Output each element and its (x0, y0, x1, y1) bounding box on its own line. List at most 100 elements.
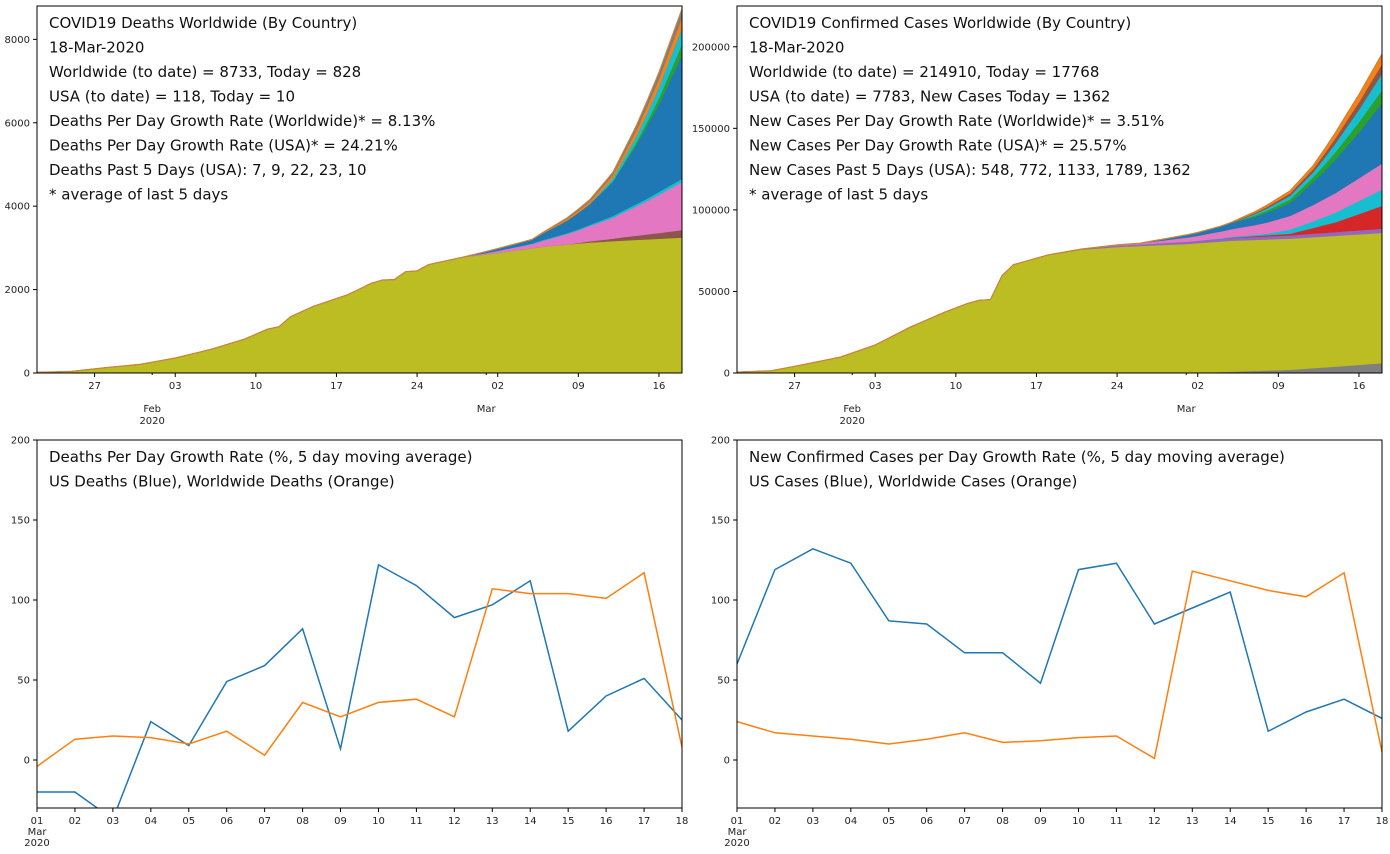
cases-growth-x-tick-label: 05 (882, 816, 895, 827)
cases-y-tick-label: 200000 (692, 42, 730, 53)
deaths-growth-x-sub-label: Mar (28, 827, 48, 838)
deaths-growth-y-tick-label: 100 (11, 596, 30, 607)
deaths-growth-x-tick-label: 13 (486, 816, 499, 827)
cases-x-tick-label: 16 (1353, 381, 1366, 392)
deaths-growth-x-tick-label: 06 (220, 816, 233, 827)
cases-x-month-label: Mar (1177, 404, 1197, 415)
deaths-growth-y-tick-label: 50 (17, 676, 30, 687)
chart_data-1-annotation-line-4: New Cases Per Day Growth Rate (Worldwide… (749, 112, 1164, 130)
cases-growth-x-tick-label: 18 (1376, 816, 1389, 827)
deaths-growth-x-tick-label: 15 (562, 816, 575, 827)
cases-y-tick-label: 100000 (692, 205, 730, 216)
cases-growth-x-tick-label: 04 (844, 816, 857, 827)
cases-growth-x-tick-label: 14 (1224, 816, 1237, 827)
deaths-stacked-area-chart: 0 2000 4000 6000 8000 27 03 10 17 24 02 09 16 Feb2020… (5, 5, 683, 427)
deaths-growth-x-tick-label: 09 (334, 816, 347, 827)
deaths-y-tick-label: 4000 (5, 202, 30, 213)
deaths-area-top-edge (36, 8, 683, 373)
deaths-growth-x-tick-label: 07 (258, 816, 271, 827)
cases-x-tick-label: 17 (1030, 381, 1043, 392)
deaths-x-year-label: 2020 (139, 416, 164, 427)
cases-growth-line-series-0 (737, 547, 1382, 733)
cases-growth-x-tick-label: 15 (1262, 816, 1275, 827)
deaths-growth-x-tick-label: 18 (676, 816, 689, 827)
chart_data-0-annotation-line-2: Worldwide (to date) = 8733, Today = 828 (49, 63, 361, 81)
cases-frame (736, 5, 1383, 374)
deaths-growth-x-tick-label: 04 (144, 816, 157, 827)
cases-growth-line-series-1 (737, 570, 1382, 760)
deaths-growth-x-sub-label: 2020 (24, 838, 49, 849)
chart_data-2-annotation-line-0: Deaths Per Day Growth Rate (%, 5 day mov… (49, 448, 472, 466)
deaths-growth-frame (36, 439, 683, 809)
cases-x-tick-label: 03 (869, 381, 882, 392)
cases-growth-x-tick-label: 10 (1072, 816, 1085, 827)
deaths-growth-line-series-0 (37, 563, 682, 808)
cases-x-tick-label: 27 (788, 381, 801, 392)
cases-y-tick-label: 150000 (692, 124, 730, 135)
deaths-growth-x-tick-label: 01 (31, 816, 44, 827)
chart_data-0-annotation-line-0: COVID19 Deaths Worldwide (By Country) (49, 14, 357, 32)
cases-growth-y-tick-label: 50 (717, 676, 730, 687)
cases-growth-x-tick-label: 13 (1186, 816, 1199, 827)
cases-x-tick-label: 02 (1191, 381, 1204, 392)
deaths-growth-x-tick-label: 14 (524, 816, 537, 827)
deaths-growth-x-tick-label: 03 (107, 816, 120, 827)
deaths-growth-x-tick-label: 16 (600, 816, 613, 827)
deaths-growth-x-tick-label: 11 (410, 816, 423, 827)
chart_data-3-annotation-line-1: US Cases (Blue), Worldwide Cases (Orange… (749, 473, 1077, 491)
cases-x-tick-label: 09 (1272, 381, 1285, 392)
deaths-x-tick-label: 09 (572, 381, 585, 392)
deaths-growth-y-tick-label: 0 (24, 756, 30, 767)
cases-x-tick-label: 24 (1111, 381, 1124, 392)
deaths-growth-y-tick-label: 200 (11, 436, 30, 447)
deaths-frame (36, 5, 683, 374)
deaths-growth-x-tick-label: 10 (372, 816, 385, 827)
cases-growth-y-tick-label: 200 (711, 436, 730, 447)
deaths-area-series-0 (36, 237, 683, 374)
deaths-x-month-label: Feb (143, 404, 161, 415)
chart_data-0-annotation-line-6: Deaths Past 5 Days (USA): 7, 9, 22, 23, … (49, 161, 367, 179)
deaths-y-tick-label: 2000 (5, 285, 30, 296)
chart_data-3-annotation-line-0: New Confirmed Cases per Day Growth Rate … (749, 448, 1285, 466)
cases-growth-x-tick-label: 12 (1148, 816, 1161, 827)
deaths-x-tick-label: 27 (88, 381, 101, 392)
cases-growth-x-sub-label: Mar (728, 827, 748, 838)
cases-growth-y-tick-label: 0 (724, 756, 730, 767)
chart_data-2-annotation-line-1: US Deaths (Blue), Worldwide Deaths (Oran… (49, 473, 395, 491)
cases-growth-y-tick-label: 150 (711, 516, 730, 527)
deaths-growth-rate-line-chart: 0 50 100 150 200 01 02 03 04 05 06 07 08 09 10 11 12 13 14… (11, 436, 688, 850)
deaths-x-tick-label: 02 (491, 381, 504, 392)
cases-growth-frame (736, 439, 1383, 809)
cases-x-year-label: 2020 (839, 416, 864, 427)
cases-growth-x-tick-label: 08 (996, 816, 1009, 827)
deaths-growth-x-tick-label: 12 (448, 816, 461, 827)
deaths-y-tick-label: 0 (24, 369, 30, 380)
chart_data-1-annotation-line-0: COVID19 Confirmed Cases Worldwide (By Co… (749, 14, 1131, 32)
deaths-growth-x-tick-label: 08 (296, 816, 309, 827)
deaths-x-month-label: Mar (477, 404, 497, 415)
cases-growth-x-tick-label: 07 (958, 816, 971, 827)
deaths-growth-y-tick-label: 150 (11, 516, 30, 527)
cases-area-series-1 (736, 232, 1383, 374)
chart_data-1-annotation-line-2: Worldwide (to date) = 214910, Today = 17… (749, 63, 1099, 81)
deaths-growth-x-tick-label: 05 (182, 816, 195, 827)
deaths-x-tick-label: 10 (249, 381, 262, 392)
chart_data-0-annotation-line-3: USA (to date) = 118, Today = 10 (49, 88, 295, 106)
cases-stacked-area-chart: 0 50000 100000 150000 200000 27 03 10 17 24 02 09 16… (692, 5, 1383, 427)
cases-growth-x-tick-label: 09 (1034, 816, 1047, 827)
cases-growth-rate-line-chart: 0 50 100 150 200 01 02 03 04 05 06 07 08 09 10 11 12 13 14… (711, 436, 1388, 850)
cases-growth-y-tick-label: 100 (711, 596, 730, 607)
cases-growth-x-tick-label: 16 (1300, 816, 1313, 827)
deaths-x-tick-label: 17 (330, 381, 343, 392)
deaths-x-tick-label: 03 (169, 381, 182, 392)
cases-x-tick-label: 10 (949, 381, 962, 392)
deaths-y-tick-label: 8000 (5, 35, 30, 46)
cases-y-tick-label: 50000 (698, 287, 730, 298)
cases-growth-x-tick-label: 11 (1110, 816, 1123, 827)
cases-x-month-label: Feb (843, 404, 861, 415)
chart_data-1-annotation-line-3: USA (to date) = 7783, New Cases Today = … (749, 88, 1110, 106)
chart_data-0-annotation-line-7: * average of last 5 days (49, 186, 228, 204)
chart_data-1-annotation-line-7: * average of last 5 days (749, 186, 928, 204)
deaths-x-tick-label: 24 (411, 381, 424, 392)
